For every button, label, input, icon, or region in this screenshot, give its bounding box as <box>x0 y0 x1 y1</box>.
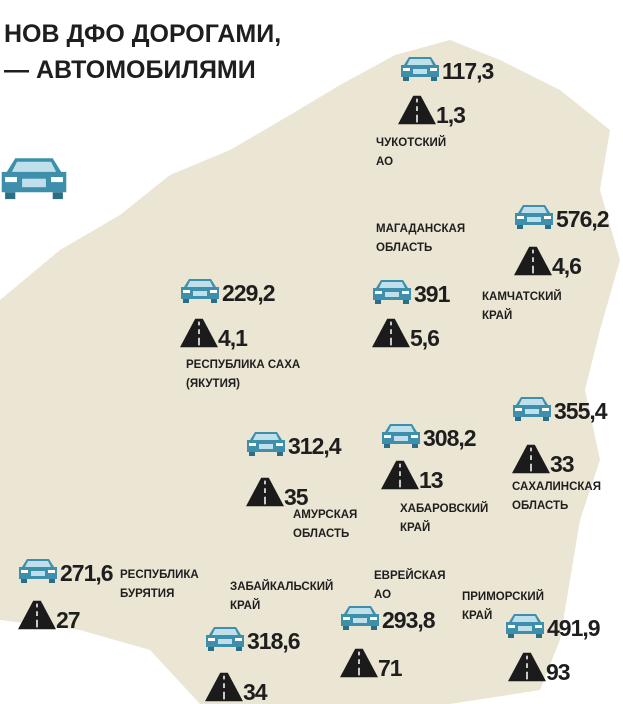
cars-value: 391 <box>414 281 451 307</box>
region-name: ОБЛАСТЬ <box>293 528 349 540</box>
roads-value: 34 <box>243 679 268 704</box>
region-name: ОБЛАСТЬ <box>512 500 568 512</box>
car-icon <box>1 158 67 200</box>
roads-value: 5,6 <box>410 325 439 351</box>
cars-value: 312,4 <box>288 433 342 459</box>
title-line: — АВТОМОБИЛЯМИ <box>4 56 256 84</box>
cars-value: 271,6 <box>60 560 113 586</box>
cars-value: 293,8 <box>382 607 436 633</box>
region-name: ЗАБАЙКАЛЬСКИЙ <box>230 580 333 593</box>
region-name: САХАЛИНСКАЯ <box>512 481 601 493</box>
roads-value: 93 <box>546 659 570 685</box>
region-name: АМУРСКАЯ <box>293 509 357 521</box>
roads-value: 33 <box>550 451 574 477</box>
region-name: КРАЙ <box>462 609 492 622</box>
cars-value: 308,2 <box>423 425 476 451</box>
region-name: (ЯКУТИЯ) <box>186 378 240 390</box>
region-name: РЕСПУБЛИКА <box>120 569 199 581</box>
cars-value: 117,3 <box>442 58 493 84</box>
region-name: ПРИМОРСКИЙ <box>462 590 544 603</box>
cars-value: 355,4 <box>554 398 608 424</box>
region-name: АО <box>376 156 393 168</box>
region-name: КРАЙ <box>230 599 260 612</box>
roads-value: 4,1 <box>218 325 248 351</box>
region-name: КАМЧАТСКИЙ <box>482 290 562 303</box>
map-shape <box>0 40 620 704</box>
region-name: ОБЛАСТЬ <box>376 242 432 254</box>
roads-value: 27 <box>56 607 80 633</box>
region-name: РЕСПУБЛИКА САХА <box>186 359 300 371</box>
regions: 117,3 1,3 ЧУКОТСКИЙ АО 391 5,6 МАГАДАНСКАЯ ОБЛА… <box>18 57 610 704</box>
roads-value: 13 <box>419 467 443 493</box>
cars-value: 318,6 <box>247 628 300 654</box>
roads-value: 71 <box>378 655 403 681</box>
region-name: МАГАДАНСКАЯ <box>376 223 465 235</box>
region-name: АО <box>374 589 391 601</box>
cars-value: 491,9 <box>547 615 600 641</box>
title-line: НОВ ДФО ДОРОГАМИ, <box>4 20 281 48</box>
region-name: БУРЯТИЯ <box>120 588 174 600</box>
roads-value: 1,3 <box>436 102 465 128</box>
cars-value: 576,2 <box>556 206 609 232</box>
region-name: ХАБАРОВСКИЙ <box>400 502 488 515</box>
region-name: ЧУКОТСКИЙ <box>376 136 446 149</box>
roads-value: 35 <box>284 484 309 510</box>
region-name: ЕВРЕЙСКАЯ <box>374 569 445 582</box>
roads-value: 4,6 <box>552 253 581 279</box>
cars-value: 229,2 <box>222 280 275 306</box>
region-name: КРАЙ <box>400 521 430 534</box>
region-name: КРАЙ <box>482 309 512 322</box>
